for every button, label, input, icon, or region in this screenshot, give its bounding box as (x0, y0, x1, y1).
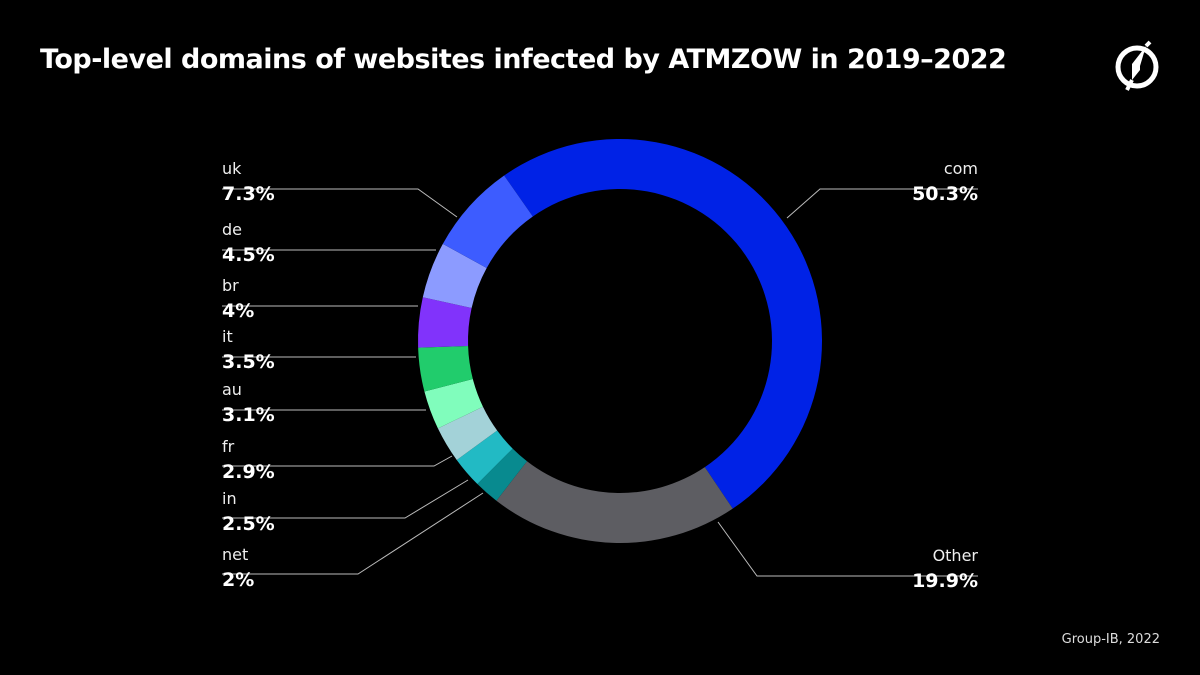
label-it: it 3.5% (222, 328, 422, 374)
value-label: 4% (222, 300, 255, 322)
category-label: Other (932, 546, 978, 565)
value-label: 2.5% (222, 513, 275, 535)
slice-de (422, 243, 487, 309)
category-label: au (222, 380, 242, 399)
value-label: 19.9% (912, 570, 978, 592)
label-com: com 50.3% (778, 160, 978, 206)
slice-other (496, 461, 733, 544)
value-label: 3.1% (222, 404, 275, 426)
label-other: Other 19.9% (778, 547, 978, 593)
value-label: 50.3% (912, 183, 978, 205)
label-in: in 2.5% (222, 490, 422, 536)
leader-line-in (222, 479, 469, 519)
value-label: 7.3% (222, 183, 275, 205)
value-label: 2.9% (222, 461, 275, 483)
label-au: au 3.1% (222, 381, 422, 427)
category-label: com (943, 159, 978, 178)
value-label: 2% (222, 569, 255, 591)
leader-line-fr (222, 455, 453, 467)
category-label: net (222, 545, 249, 564)
value-label: 3.5% (222, 351, 275, 373)
label-fr: fr 2.9% (222, 438, 422, 484)
slice-com (504, 138, 823, 509)
category-label: uk (222, 159, 242, 178)
slice-fr (437, 406, 498, 460)
leader-line-uk (222, 188, 458, 218)
label-br: br 4% (222, 277, 422, 323)
leader-line-com (786, 188, 978, 219)
source-note: Group-IB, 2022 (1061, 632, 1160, 647)
slice-it (418, 345, 473, 392)
label-net: net 2% (222, 546, 422, 592)
value-label: 4.5% (222, 244, 275, 266)
label-de: de 4.5% (222, 221, 422, 267)
slice-net (477, 448, 528, 501)
leader-line-other (717, 521, 978, 577)
leader-line-net (222, 492, 484, 575)
chart-title: Top-level domains of websites infected b… (40, 44, 1007, 75)
label-uk: uk 7.3% (222, 160, 422, 206)
slice-in (456, 430, 513, 485)
category-label: de (222, 220, 242, 239)
category-label: it (222, 327, 233, 346)
slice-uk (442, 175, 533, 268)
category-label: br (222, 276, 239, 295)
category-label: in (222, 489, 237, 508)
category-label: fr (222, 437, 235, 456)
slice-br (418, 297, 472, 348)
group-ib-logo-icon (1115, 40, 1159, 91)
slice-au (424, 379, 483, 429)
